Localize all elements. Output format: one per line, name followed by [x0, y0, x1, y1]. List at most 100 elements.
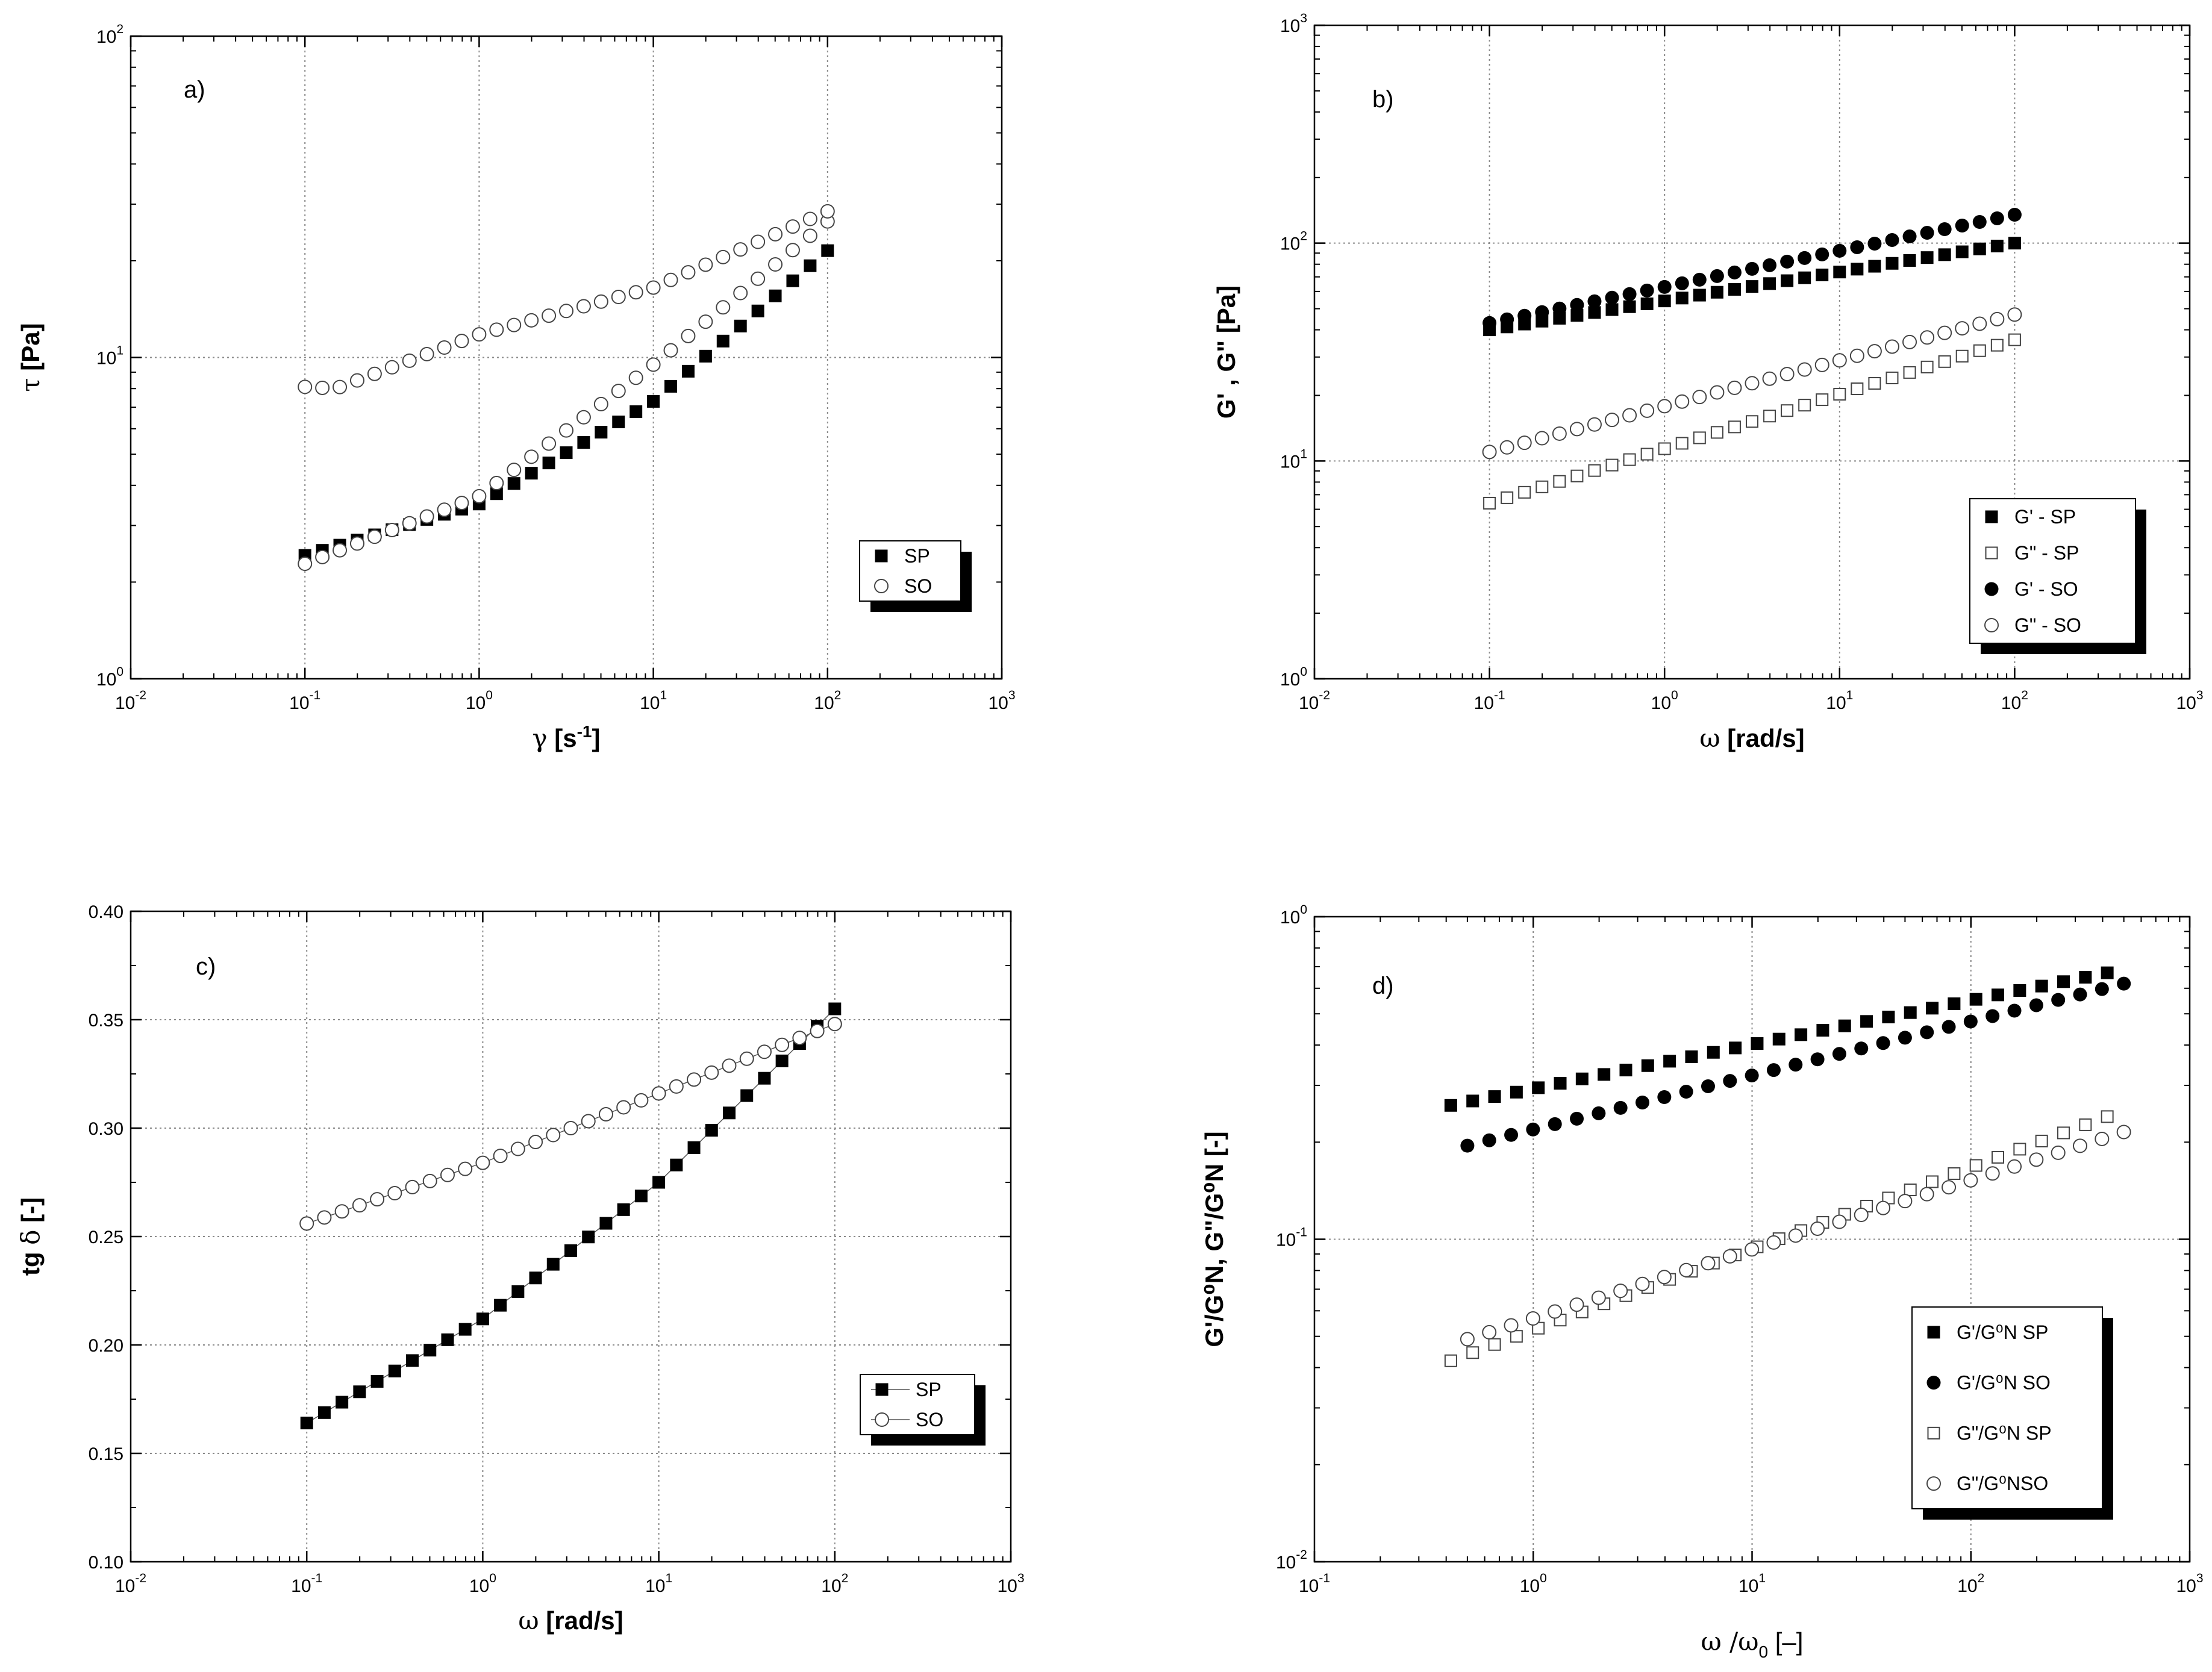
data-point — [1504, 1128, 1519, 1142]
data-point — [384, 360, 399, 375]
data-point — [1851, 263, 1864, 276]
x-tick-label: 10-1 — [1299, 1571, 1330, 1596]
data-point — [628, 370, 643, 385]
data-point — [472, 488, 487, 504]
data-point — [681, 364, 695, 378]
data-point — [1766, 1063, 1781, 1078]
data-point — [1955, 321, 1970, 336]
data-point — [802, 228, 817, 243]
data-point — [367, 529, 382, 544]
data-point — [1727, 380, 1742, 395]
data-point — [1722, 1249, 1737, 1264]
data-point — [542, 436, 557, 451]
data-point — [422, 1173, 437, 1188]
data-point — [1591, 1290, 1606, 1305]
data-point — [1710, 285, 1723, 299]
data-point — [634, 1190, 648, 1203]
data-point — [1728, 420, 1741, 434]
data-point — [1948, 1167, 1961, 1180]
data-point — [1482, 316, 1497, 330]
series-G'/G⁰N SO — [1460, 976, 2131, 1153]
data-point — [406, 1354, 419, 1367]
data-point — [2007, 1159, 2022, 1174]
data-point — [792, 1031, 807, 1046]
data-point — [1640, 283, 1654, 298]
x-tick-label: 100 — [469, 1571, 496, 1596]
y-axis-title: tg δ [-] — [16, 1197, 45, 1276]
data-point — [1510, 1330, 1523, 1343]
data-point — [1920, 225, 1934, 240]
data-point — [1886, 371, 1899, 384]
data-point — [722, 1058, 737, 1073]
data-point — [476, 1312, 489, 1326]
series-SO — [298, 214, 835, 572]
data-point — [1992, 988, 2005, 1002]
data-point — [317, 1210, 332, 1225]
data-point — [581, 1114, 596, 1129]
data-point — [1553, 311, 1566, 325]
data-point — [1990, 211, 2004, 226]
data-point — [1552, 301, 1567, 316]
data-point — [1763, 410, 1776, 423]
data-point — [1876, 1036, 1890, 1050]
legend: G'/G⁰N SP G'/G⁰N SO G"/G⁰N SP G"/G⁰NSO — [1911, 1306, 2113, 1520]
data-point — [402, 516, 417, 531]
data-point — [1904, 1006, 1917, 1019]
data-point — [733, 285, 748, 301]
data-point — [785, 243, 800, 258]
data-point — [1466, 1346, 1479, 1359]
data-point — [1587, 417, 1602, 432]
data-point — [617, 1203, 630, 1216]
data-point — [2029, 1152, 2044, 1167]
chart-panel-a: 10-2 10-1 100 101 102 103 100 101 102 a) γ [s-1] τ … — [16, 22, 1016, 753]
data-point — [1885, 232, 1899, 247]
legend: SP SO — [859, 540, 972, 612]
y-tick-label: 100 — [96, 665, 123, 690]
data-point — [634, 1093, 649, 1108]
y-tick-label: 102 — [1280, 229, 1307, 254]
legend-label: G'/G⁰N SO — [1957, 1372, 2051, 1394]
data-point — [349, 536, 364, 551]
data-point — [1816, 1024, 1829, 1037]
data-point — [1832, 1214, 1847, 1229]
data-point — [1710, 426, 1723, 439]
legend-label: G" - SO — [2014, 614, 2081, 636]
legend-label: SP — [916, 1379, 942, 1400]
data-point — [616, 1100, 631, 1115]
data-point — [437, 502, 452, 517]
data-point — [1483, 496, 1496, 510]
data-point — [1658, 442, 1671, 455]
data-point — [1745, 261, 1759, 276]
data-point — [315, 549, 330, 564]
data-point — [511, 1285, 525, 1298]
data-point — [1851, 382, 1864, 396]
x-tick-label: 103 — [997, 1571, 1024, 1596]
data-point — [1675, 276, 1689, 290]
y-tick-label: 100 — [1280, 665, 1307, 690]
data-point — [757, 1044, 772, 1059]
data-point — [387, 1186, 402, 1200]
legend-marker — [1985, 510, 1998, 523]
data-point — [1619, 1064, 1632, 1077]
data-point — [705, 1124, 718, 1137]
data-point — [1920, 251, 1934, 264]
legend: SP SO — [860, 1374, 986, 1446]
legend-marker — [1927, 1426, 1940, 1440]
data-point — [1692, 390, 1707, 405]
data-point — [1850, 240, 1864, 254]
data-point — [1658, 295, 1671, 308]
data-point — [1526, 1122, 1540, 1137]
data-point — [494, 1299, 507, 1312]
chart-panel-b: 10-2 10-1 100 101 102 103 100 101 102 103 b) ω [rad… — [1212, 11, 2204, 753]
data-point — [315, 380, 330, 395]
data-point — [2079, 1118, 2092, 1131]
y-tick-label: 0.40 — [89, 902, 123, 922]
data-point — [1763, 277, 1776, 290]
data-point — [1938, 355, 1951, 368]
data-point — [646, 280, 661, 295]
data-point — [1815, 247, 1829, 261]
data-point — [1868, 260, 1881, 273]
data-point — [576, 410, 591, 425]
data-point — [1746, 280, 1758, 293]
data-point — [733, 242, 748, 257]
